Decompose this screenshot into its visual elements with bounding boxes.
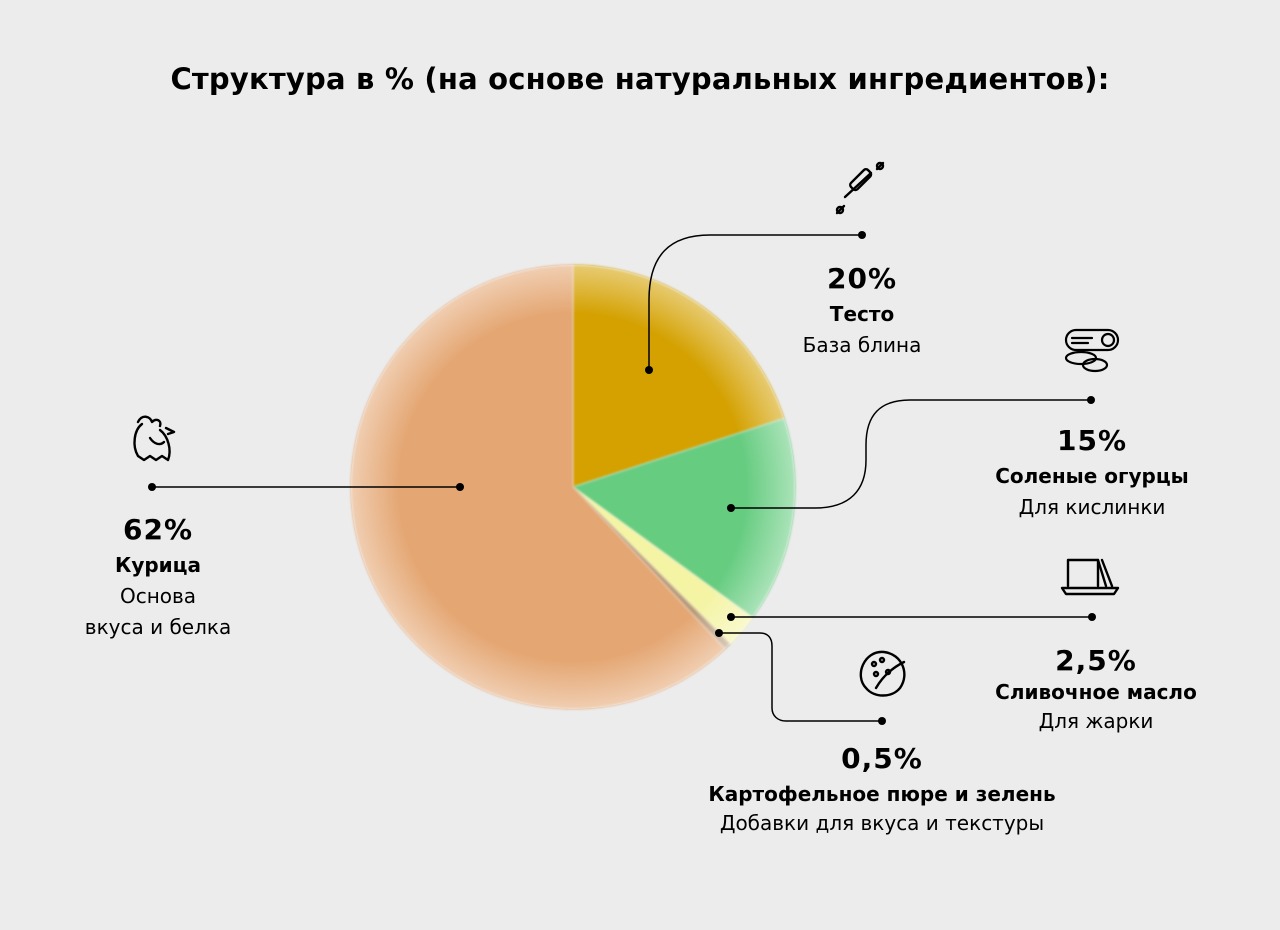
- leader-dot-7: [878, 717, 886, 725]
- percent-chicken: 62%: [122, 513, 194, 546]
- label-dough: 20% Тесто База блина: [762, 262, 962, 361]
- leader-dot-2: [727, 504, 735, 512]
- desc-potato: Добавки для вкуса и текстуры: [719, 811, 1045, 835]
- potato-icon: [859, 650, 906, 697]
- label-butter: 2,5% Сливочное масло Для жарки: [976, 644, 1216, 737]
- chart-title: Структура в % (на основе натуральных инг…: [170, 62, 1110, 96]
- name-pickles: Соленые огурцы: [995, 464, 1189, 488]
- name-potato: Картофельное пюре и зелень: [708, 782, 1056, 806]
- leader-dot-4: [727, 613, 735, 621]
- rolling-pin-icon: [835, 161, 885, 215]
- desc-dough: База блина: [802, 333, 922, 357]
- leader-line-1: [731, 399, 1091, 509]
- label-pickles: 15% Соленые огурцы Для кислинки: [972, 424, 1212, 523]
- chicken-icon: [133, 415, 176, 462]
- leader-line-0: [648, 234, 862, 370]
- desc-butter: Для жарки: [1038, 709, 1154, 733]
- label-chicken: 62% Курица Основа вкуса и белка: [58, 513, 258, 643]
- name-butter: Сливочное масло: [995, 680, 1197, 704]
- desc-chicken-line-2: вкуса и белка: [84, 615, 232, 639]
- leader-dot-3: [1087, 396, 1095, 404]
- leader-line-3: [719, 632, 882, 722]
- percent-potato: 0,5%: [841, 742, 923, 775]
- name-chicken: Курица: [114, 553, 202, 577]
- desc-pickles: Для кислинки: [1018, 495, 1166, 519]
- label-potato: 0,5% Картофельное пюре и зелень Добавки …: [682, 742, 1082, 839]
- percent-dough: 20%: [826, 262, 898, 295]
- leader-dot-8: [456, 483, 464, 491]
- percent-butter: 2,5%: [1055, 644, 1137, 677]
- desc-chicken-line-1: Основа: [119, 584, 197, 608]
- percent-pickles: 15%: [1056, 424, 1128, 457]
- leader-dot-9: [148, 483, 156, 491]
- leader-dot-0: [645, 366, 653, 374]
- pickles-jar-icon: [1064, 328, 1120, 373]
- leader-dot-1: [858, 231, 866, 239]
- name-dough: Тесто: [829, 302, 895, 326]
- leader-dot-6: [715, 629, 723, 637]
- butter-dish-icon: [1060, 558, 1120, 596]
- leader-dot-5: [1088, 613, 1096, 621]
